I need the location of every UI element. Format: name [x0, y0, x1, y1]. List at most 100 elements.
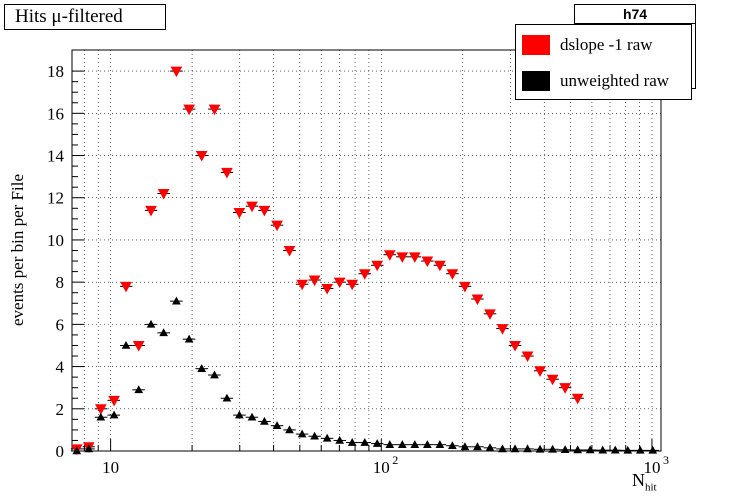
data-point-marker: [134, 385, 144, 394]
stats-name: h74: [575, 5, 695, 24]
data-point-marker: [485, 443, 495, 452]
data-point-marker: [423, 440, 432, 448]
data-point-marker: [184, 334, 194, 343]
data-points: [70, 66, 660, 455]
data-point-marker: [372, 439, 382, 447]
legend-entry-unweighted: unweighted raw: [522, 68, 669, 94]
data-point-marker: [285, 425, 294, 434]
data-point-marker: [195, 151, 208, 162]
x-tick-label: 10: [102, 458, 119, 477]
data-point-marker: [473, 442, 482, 451]
legend: dslope -1 raw unweighted raw: [515, 24, 692, 100]
data-point-marker: [410, 440, 420, 448]
data-point-marker: [260, 416, 269, 425]
data-point-marker: [571, 393, 584, 405]
y-tick-label: 12: [47, 189, 64, 208]
y-tick-label: 18: [47, 62, 64, 81]
data-point-marker: [347, 438, 357, 446]
y-tick-label: 0: [56, 442, 65, 461]
data-point-marker: [635, 445, 645, 454]
data-point-marker: [296, 279, 308, 291]
data-point-marker: [573, 445, 583, 454]
data-point-marker: [434, 260, 446, 272]
data-point-marker: [247, 412, 257, 421]
data-point-marker: [498, 444, 507, 453]
data-point-marker: [308, 275, 321, 287]
data-point-marker: [183, 104, 195, 116]
data-point-marker: [109, 410, 119, 419]
series-dslope-raw: [70, 66, 584, 455]
data-point-marker: [509, 340, 521, 352]
data-point-marker: [548, 444, 557, 453]
data-point-marker: [371, 260, 384, 272]
data-point-marker: [84, 444, 94, 453]
legend-swatch-black: [522, 71, 550, 91]
data-point-marker: [333, 277, 346, 289]
data-point-marker: [96, 412, 106, 421]
data-point-marker: [510, 444, 520, 453]
data-point-marker: [172, 296, 181, 305]
data-point-marker: [383, 250, 396, 261]
data-point-marker: [534, 366, 546, 377]
y-tick-label: 16: [47, 104, 64, 123]
data-point-marker: [132, 340, 145, 352]
data-point-marker: [210, 370, 219, 379]
data-point-marker: [197, 364, 207, 372]
data-point-marker: [360, 438, 370, 446]
data-point-marker: [322, 433, 332, 442]
data-point-marker: [459, 281, 471, 293]
series-unweighted-raw: [70, 296, 660, 455]
y-tick-label: 2: [56, 400, 65, 419]
data-point-marker: [170, 66, 183, 78]
legend-label-dslope: dslope -1 raw: [560, 35, 653, 54]
data-point-marker: [72, 446, 82, 455]
data-point-marker: [385, 440, 395, 448]
data-point-marker: [496, 324, 509, 335]
x-tick-label: 10: [643, 458, 660, 477]
data-point-marker: [546, 374, 559, 386]
data-point-marker: [94, 404, 107, 415]
data-point-marker: [233, 208, 246, 219]
data-point-marker: [396, 252, 409, 263]
data-point-marker: [448, 441, 457, 450]
x-axis-label: Nhit: [632, 470, 657, 494]
data-point-marker: [297, 429, 307, 438]
data-point-marker: [145, 205, 157, 217]
data-point-marker: [208, 104, 221, 116]
x-axis-label-main: N: [632, 470, 645, 490]
data-point-marker: [598, 445, 608, 454]
x-tick-label: 10: [373, 458, 390, 477]
plot-frame: [71, 49, 662, 452]
histogram-title: Hits μ-filtered: [15, 6, 123, 27]
data-point-marker: [310, 431, 319, 440]
data-point-marker: [159, 328, 168, 337]
data-point-marker: [421, 256, 434, 268]
data-point-marker: [623, 445, 633, 454]
y-axis-label: events per bin per File: [8, 173, 27, 327]
data-point-marker: [283, 246, 296, 257]
data-point-marker: [397, 440, 407, 448]
data-point-marker: [235, 410, 244, 419]
data-point-marker: [535, 444, 545, 453]
data-point-marker: [271, 220, 283, 232]
data-point-marker: [272, 421, 282, 429]
legend-swatch-red: [522, 35, 550, 55]
data-point-marker: [484, 309, 496, 320]
data-point-marker: [523, 444, 532, 453]
data-point-marker: [157, 189, 170, 200]
grid: [72, 50, 661, 451]
x-tick-exponent: 3: [663, 453, 669, 467]
data-point-marker: [610, 445, 620, 454]
data-point-marker: [121, 340, 131, 349]
data-point-marker: [258, 205, 271, 217]
data-point-marker: [335, 435, 345, 444]
x-tick-exponent: 2: [392, 453, 398, 467]
y-tick-label: 6: [56, 315, 65, 334]
data-point-marker: [446, 269, 459, 280]
data-point-marker: [346, 279, 359, 291]
data-point-marker: [321, 283, 334, 295]
data-point-marker: [560, 445, 570, 454]
y-tick-label: 10: [47, 231, 64, 250]
